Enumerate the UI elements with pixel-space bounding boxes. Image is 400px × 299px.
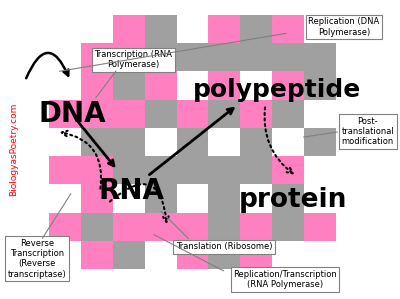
Bar xyxy=(176,213,208,241)
Bar xyxy=(304,71,336,100)
Bar xyxy=(144,213,176,241)
Bar xyxy=(304,128,336,156)
Bar xyxy=(304,43,336,71)
Bar xyxy=(272,213,304,241)
Bar xyxy=(208,213,240,241)
Bar xyxy=(113,71,144,100)
Bar xyxy=(81,184,113,213)
Bar xyxy=(49,100,81,128)
Bar xyxy=(81,43,113,71)
Bar xyxy=(240,15,272,43)
Bar xyxy=(208,71,240,100)
Bar xyxy=(144,71,176,100)
Bar xyxy=(240,156,272,184)
Text: Transcription (RNA
Polymerase): Transcription (RNA Polymerase) xyxy=(94,50,172,69)
Bar xyxy=(81,128,113,156)
Bar xyxy=(144,100,176,128)
Bar xyxy=(208,100,240,128)
Bar xyxy=(113,128,144,156)
Bar xyxy=(240,213,272,241)
Bar xyxy=(81,71,113,100)
Bar xyxy=(272,156,304,184)
Bar xyxy=(176,241,208,269)
Bar xyxy=(144,15,176,43)
Bar xyxy=(49,213,81,241)
Bar xyxy=(81,100,113,128)
Bar xyxy=(272,100,304,128)
Bar xyxy=(176,156,208,184)
Bar xyxy=(240,43,272,71)
Bar xyxy=(113,241,144,269)
Bar xyxy=(176,100,208,128)
Bar xyxy=(272,71,304,100)
Bar xyxy=(113,213,144,241)
Text: polypeptide: polypeptide xyxy=(193,78,361,102)
Bar xyxy=(304,213,336,241)
Bar xyxy=(240,100,272,128)
Bar xyxy=(272,43,304,71)
Bar xyxy=(49,156,81,184)
Bar xyxy=(113,15,144,43)
Bar xyxy=(113,156,144,184)
Bar xyxy=(113,43,144,71)
Text: Post-
translational
modification: Post- translational modification xyxy=(341,117,394,147)
Bar xyxy=(81,213,113,241)
Text: BiologyasPoetry.com: BiologyasPoetry.com xyxy=(9,103,18,196)
Bar xyxy=(144,184,176,213)
Text: Replication (DNA
Polymerase): Replication (DNA Polymerase) xyxy=(308,17,380,36)
Bar xyxy=(144,156,176,184)
Bar xyxy=(208,184,240,213)
Bar xyxy=(144,43,176,71)
Bar xyxy=(240,241,272,269)
Bar xyxy=(208,241,240,269)
Bar xyxy=(240,128,272,156)
Text: DNA: DNA xyxy=(38,100,106,128)
Bar xyxy=(208,15,240,43)
Bar xyxy=(176,43,208,71)
Bar xyxy=(81,156,113,184)
Text: Translation (Ribosome): Translation (Ribosome) xyxy=(176,242,272,251)
Bar xyxy=(272,15,304,43)
Text: Reverse
Transcription
(Reverse
transcriptase): Reverse Transcription (Reverse transcrip… xyxy=(8,239,66,279)
Bar xyxy=(176,128,208,156)
Bar xyxy=(81,241,113,269)
Text: protein: protein xyxy=(239,187,347,213)
Bar xyxy=(208,156,240,184)
Text: Replication/Transcription
(RNA Polymerase): Replication/Transcription (RNA Polymeras… xyxy=(233,270,337,289)
Bar xyxy=(113,100,144,128)
Bar xyxy=(208,43,240,71)
Bar xyxy=(272,184,304,213)
Text: RNA: RNA xyxy=(98,177,164,205)
